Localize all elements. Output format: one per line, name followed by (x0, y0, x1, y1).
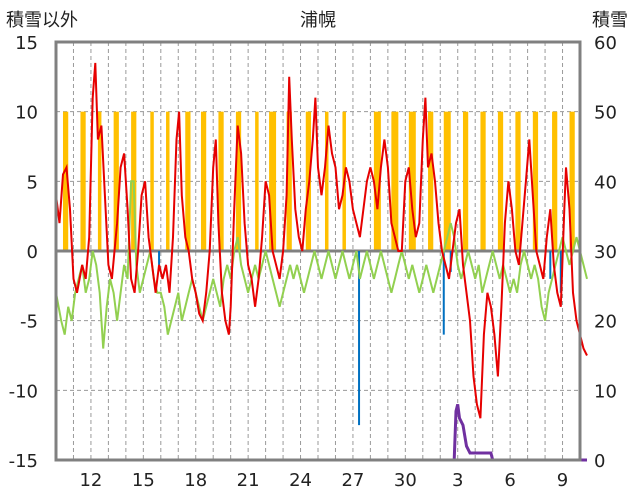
x-tick-label: 3 (452, 470, 463, 491)
snow-depth-line (56, 403, 587, 462)
y-right-tick-label: 20 (594, 312, 617, 333)
y-right-tick-label: 10 (594, 381, 617, 402)
sunshine-bar (480, 111, 486, 252)
sunshine-bar (166, 111, 170, 252)
sunshine-bar (80, 111, 86, 252)
sunshine-bar (408, 111, 416, 252)
chart-title: 浦幌 (300, 10, 336, 31)
right-axis-label: 積雪 (592, 10, 628, 31)
y-left-tick-label: 5 (27, 172, 38, 193)
x-tick-label: 9 (557, 470, 568, 491)
sunshine-bar (185, 111, 191, 252)
y-right-tick-label: 30 (594, 242, 617, 263)
x-tick-label: 21 (237, 470, 260, 491)
sunshine-bar (462, 111, 469, 252)
y-right-tick-label: 0 (594, 451, 605, 472)
sunshine-bar (255, 111, 259, 252)
sunshine-bar (62, 111, 69, 252)
sunshine-bar (150, 111, 154, 252)
y-left-tick-label: 10 (15, 103, 38, 124)
x-tick-label: 6 (504, 470, 515, 491)
x-axis-ticks: 12 15 18 21 24 27 30 3 6 9 (79, 470, 568, 491)
x-tick-label: 24 (289, 470, 312, 491)
y-left-tick-label: 15 (15, 33, 38, 54)
y-left-tick-label: -10 (9, 381, 38, 402)
sunshine-bar (391, 111, 399, 252)
sunshine-bar (428, 111, 434, 252)
sunshine-bar (113, 111, 119, 252)
sunshine-bar (235, 111, 242, 252)
dewpoint-line (55, 180, 588, 349)
temperature-line (55, 62, 588, 419)
sunshine-bar (569, 111, 575, 252)
sunshine-bar (373, 111, 381, 252)
x-tick-label: 27 (341, 470, 364, 491)
sunshine-bar (552, 111, 558, 252)
y-right-tick-label: 50 (594, 103, 617, 124)
sunshine-bar (324, 111, 329, 252)
sunshine-bar (443, 111, 451, 252)
sunshine-bar (532, 111, 539, 252)
y-left-tick-label: -5 (20, 312, 38, 333)
right-axis-ticks: 60 50 40 30 20 10 0 (594, 33, 617, 472)
y-left-tick-label: 0 (27, 242, 38, 263)
y-right-tick-label: 40 (594, 172, 617, 193)
sunshine-bar (218, 111, 224, 252)
left-axis-ticks: 15 10 5 0 -5 -10 -15 (9, 33, 38, 472)
left-axis-label: 積雪以外 (6, 10, 78, 31)
sunshine-bar (200, 111, 207, 252)
sunshine-bar (269, 111, 277, 252)
x-tick-label: 30 (394, 470, 417, 491)
x-tick-label: 12 (79, 470, 102, 491)
sunshine-bar (97, 111, 102, 252)
x-tick-label: 18 (184, 470, 207, 491)
sunshine-bar (515, 111, 521, 252)
y-left-tick-label: -15 (9, 451, 38, 472)
y-right-tick-label: 60 (594, 33, 617, 54)
x-tick-label: 15 (132, 470, 155, 491)
plot-frame (54, 40, 582, 462)
sunshine-bar (497, 111, 504, 252)
sunshine-bar (286, 111, 292, 252)
